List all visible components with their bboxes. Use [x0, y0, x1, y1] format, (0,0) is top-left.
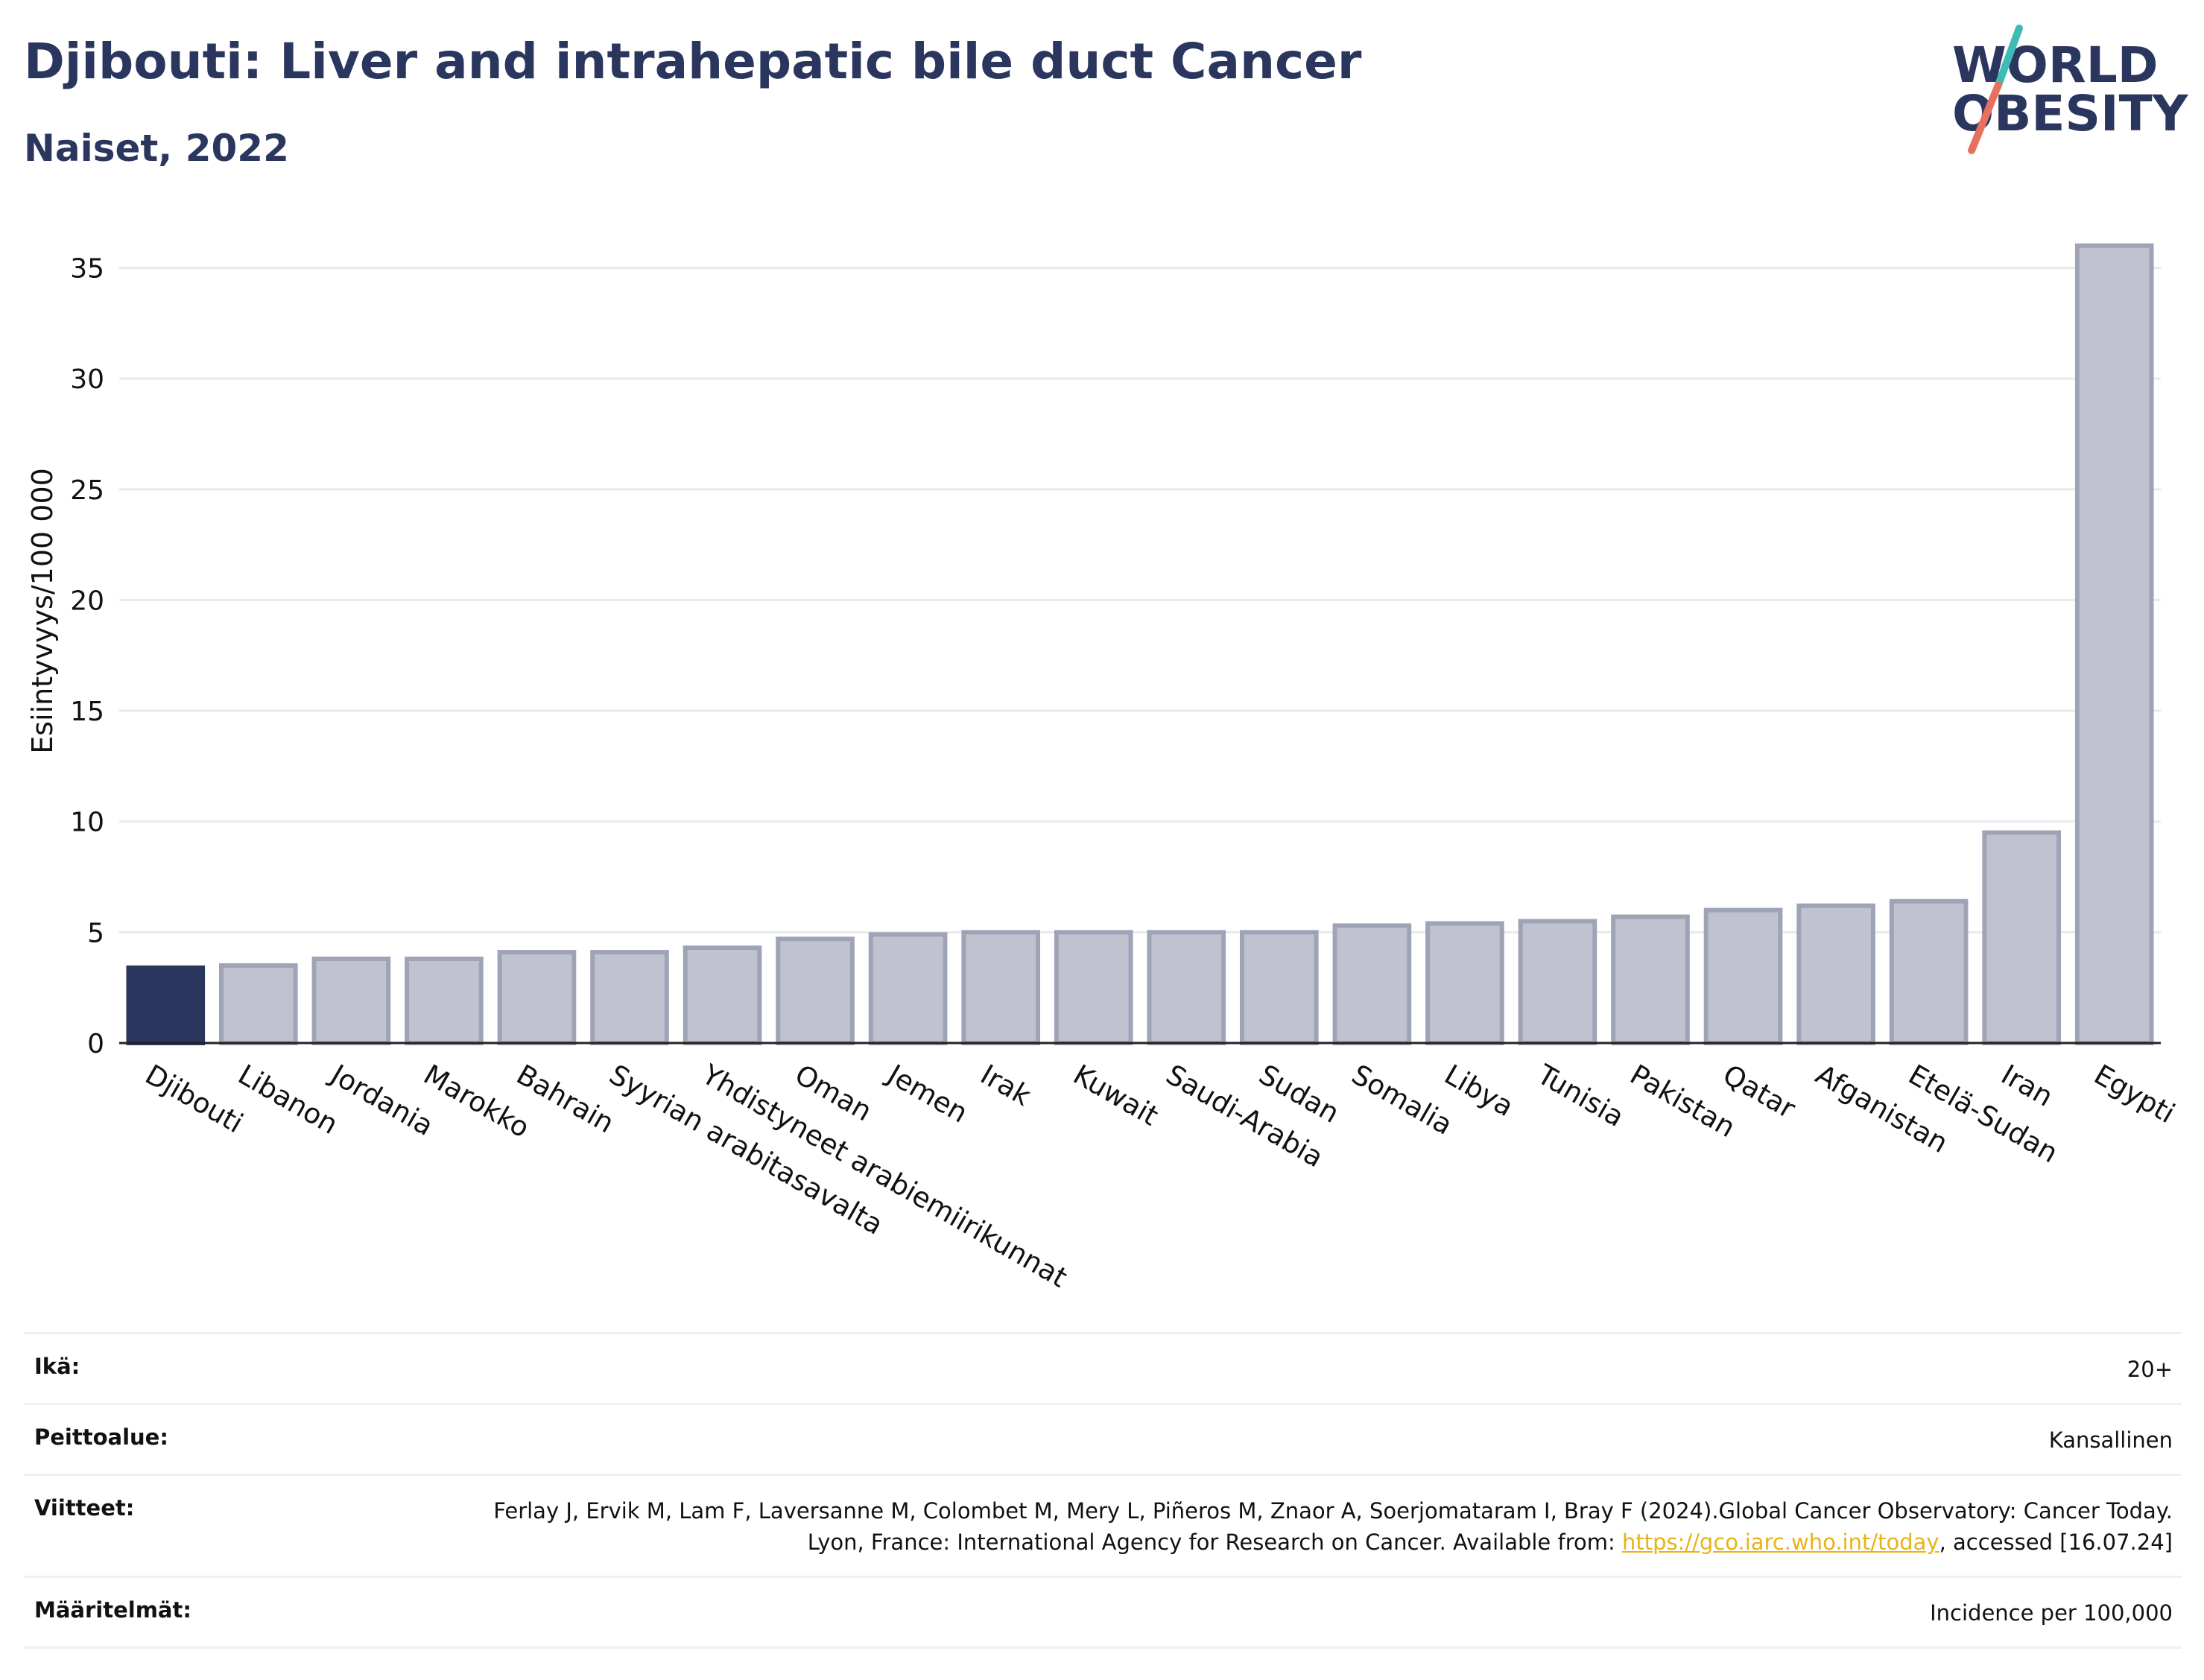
- y-tick-label: 5: [87, 918, 104, 948]
- y-tick-label: 25: [70, 475, 104, 506]
- y-axis-title: Esiintyvyys/100 000: [26, 468, 59, 754]
- x-tick-label: Somalia: [1346, 1059, 1458, 1141]
- x-tick-label: Egypti: [2089, 1059, 2180, 1130]
- bar-marokko: [405, 957, 484, 1045]
- meta-row-references: Viitteet: Ferlay J, Ervik M, Lam F, Lave…: [24, 1474, 2182, 1576]
- y-tick-label: 15: [70, 697, 104, 727]
- bars: [126, 243, 2154, 1046]
- meta-definitions-label: Määritelmät:: [34, 1597, 191, 1623]
- x-axis-labels: DjiboutiLibanonJordaniaMarokkoBahrainSyy…: [140, 1058, 2180, 1294]
- x-tick-label: Iran: [1996, 1059, 2059, 1113]
- meta-coverage-label: Peittoalue:: [34, 1424, 168, 1450]
- bar-chart: 0 5 10 15 20 25 30 35 DjiboutiLibanonJordaniaMa…: [26, 243, 2180, 1294]
- y-axis-ticks: 0 5 10 15 20 25 30 35: [70, 253, 104, 1059]
- y-tick-label: 20: [70, 586, 104, 616]
- bar-libya: [1425, 921, 1504, 1046]
- bar-tunisia: [1518, 919, 1597, 1045]
- meta-coverage-value: Kansallinen: [2048, 1427, 2173, 1453]
- logo-slash-coral: [1968, 81, 2002, 154]
- bar-yhdistyneet-arabiemiirikunnat: [683, 945, 762, 1045]
- metadata-table: Ikä: 20+ Peittoalue: Kansallinen Viittee…: [24, 1332, 2182, 1649]
- references-text: Ferlay J, Ervik M, Lam F, Laversanne M, …: [493, 1498, 2173, 1555]
- bar-sudan: [1240, 930, 1319, 1045]
- meta-age-label: Ikä:: [34, 1354, 80, 1379]
- bar-saudi-arabia: [1147, 930, 1226, 1045]
- bar-iran: [1982, 830, 2061, 1046]
- meta-age-value: 20+: [2127, 1357, 2173, 1382]
- x-tick-label: Jemen: [881, 1058, 973, 1129]
- meta-references-value: Ferlay J, Ervik M, Lam F, Laversanne M, …: [459, 1495, 2173, 1558]
- bar-pakistan: [1611, 914, 1690, 1045]
- x-tick-label: Saudi-Arabia: [1161, 1059, 1329, 1174]
- bar-irak: [961, 930, 1041, 1045]
- y-tick-label: 30: [70, 364, 104, 395]
- bar-jordania: [311, 957, 391, 1045]
- y-tick-label: 35: [70, 253, 104, 284]
- bar-libanon: [219, 963, 298, 1045]
- world-obesity-logo: WORLD OBESITY: [1952, 25, 2189, 154]
- bar-oman: [776, 936, 855, 1045]
- bar-kuwait: [1054, 930, 1133, 1045]
- x-tick-label: Irak: [975, 1059, 1037, 1113]
- bar-somalia: [1332, 923, 1412, 1045]
- bar-bahrain: [497, 950, 577, 1046]
- references-link[interactable]: https://gco.iarc.who.int/today: [1621, 1530, 1939, 1555]
- x-tick-label: Tunisia: [1531, 1058, 1630, 1133]
- bar-djibouti: [126, 965, 206, 1046]
- meta-definitions-value: Incidence per 100,000: [1930, 1600, 2173, 1626]
- y-tick-label: 10: [70, 808, 104, 838]
- meta-row-age: Ikä: 20+: [24, 1332, 2182, 1403]
- x-tick-label: Djibouti: [140, 1059, 249, 1140]
- x-tick-label: Pakistan: [1625, 1059, 1741, 1144]
- meta-references-label: Viitteet:: [34, 1495, 135, 1521]
- bar-egypti: [2074, 243, 2154, 1045]
- chart-subtitle: Naiset, 2022: [24, 127, 289, 170]
- x-tick-label: Marokko: [418, 1059, 534, 1144]
- meta-row-coverage: Peittoalue: Kansallinen: [24, 1403, 2182, 1474]
- bar-syyrian-arabitasavalta: [590, 950, 669, 1046]
- logo-slash-teal: [1995, 25, 2023, 89]
- y-tick-label: 0: [87, 1029, 104, 1059]
- chart-title: Djibouti: Liver and intrahepatic bile du…: [24, 33, 1362, 90]
- references-accessed: , accessed [16.07.24]: [1939, 1530, 2173, 1555]
- x-tick-label: Jordania: [324, 1058, 439, 1143]
- bar-qatar: [1703, 907, 1783, 1045]
- x-tick-label: Libanon: [232, 1059, 343, 1141]
- bar-jemen: [868, 932, 948, 1046]
- logo-text-world: WORLD: [1952, 37, 2159, 94]
- x-tick-label: Kuwait: [1068, 1059, 1164, 1132]
- gridlines: [119, 266, 2161, 933]
- bar-afganistan: [1796, 903, 1875, 1045]
- meta-row-definitions: Määritelmät: Incidence per 100,000: [24, 1576, 2182, 1649]
- bar-etelä-sudan: [1889, 898, 1969, 1045]
